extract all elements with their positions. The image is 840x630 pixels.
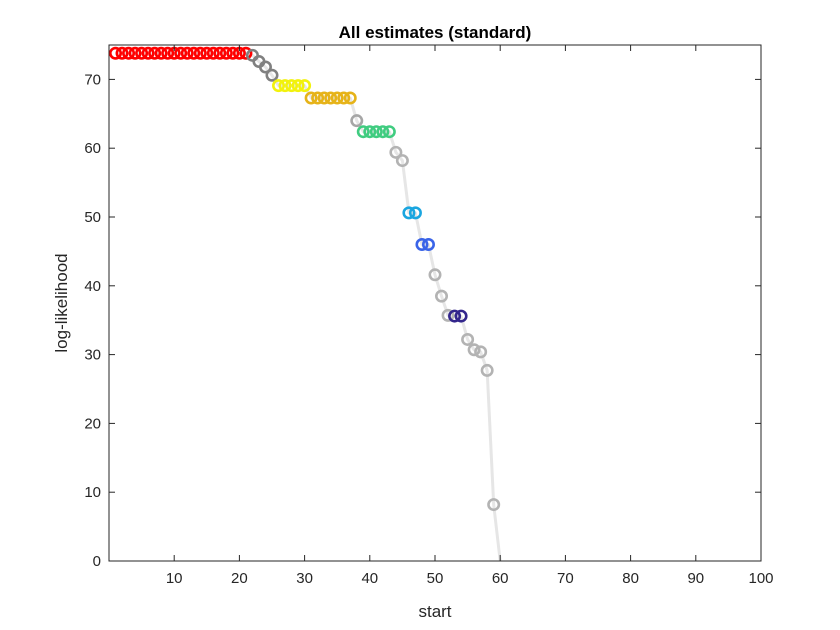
data-point	[258, 60, 272, 74]
data-point	[265, 68, 279, 82]
x-tick-label: 90	[687, 570, 704, 587]
data-point	[128, 46, 142, 60]
data-point	[226, 46, 240, 60]
data-point	[337, 91, 351, 105]
data-point	[272, 79, 286, 93]
x-tick-label: 40	[361, 570, 378, 587]
data-point	[317, 91, 331, 105]
x-tick-label: 30	[296, 570, 313, 587]
y-tick-label: 10	[84, 484, 101, 501]
y-tick-label: 40	[84, 278, 101, 295]
data-point	[461, 332, 475, 346]
data-point	[382, 125, 396, 139]
data-point	[480, 363, 494, 377]
data-point	[395, 154, 409, 168]
data-point	[298, 79, 312, 93]
data-point	[239, 46, 253, 60]
data-point	[454, 309, 468, 323]
data-point	[200, 46, 214, 60]
y-axis-label: log-likelihood	[52, 253, 71, 352]
data-point	[291, 79, 305, 93]
data-point	[363, 125, 377, 139]
y-tick-label: 20	[84, 415, 101, 432]
y-tick-label: 60	[84, 140, 101, 157]
data-point	[343, 91, 357, 105]
data-point	[467, 343, 481, 357]
data-point	[141, 46, 155, 60]
data-point	[421, 238, 435, 252]
x-tick-label: 70	[557, 570, 574, 587]
data-point	[148, 46, 162, 60]
data-point	[389, 145, 403, 159]
data-point	[122, 46, 136, 60]
data-point	[356, 125, 370, 139]
y-tick-label: 30	[84, 347, 101, 364]
data-point	[311, 91, 325, 105]
data-point	[487, 498, 501, 512]
data-point	[278, 79, 292, 93]
data-point	[180, 46, 194, 60]
data-point	[330, 91, 344, 105]
data-point	[350, 114, 364, 128]
data-point	[285, 79, 299, 93]
data-point	[415, 238, 429, 252]
data-point	[448, 309, 462, 323]
data-point	[193, 46, 207, 60]
chart-title: All estimates (standard)	[339, 23, 532, 42]
data-point	[435, 289, 449, 303]
y-tick-label: 0	[93, 553, 101, 570]
y-tick-label: 70	[84, 71, 101, 88]
data-point	[408, 206, 422, 220]
x-tick-label: 100	[748, 570, 773, 587]
x-tick-label: 50	[427, 570, 444, 587]
data-point	[219, 46, 233, 60]
data-point	[441, 308, 455, 322]
x-tick-label: 20	[231, 570, 248, 587]
x-axis-label: start	[418, 602, 451, 621]
data-point	[154, 46, 168, 60]
ticks: 10 20 30 40 50 60 70 80 90 100 0 10 20 30 40 50 60 70	[84, 45, 774, 587]
data-point	[161, 46, 175, 60]
estimate-line	[115, 51, 502, 562]
data-point	[187, 46, 201, 60]
data-point	[369, 125, 383, 139]
x-tick-label: 10	[166, 570, 183, 587]
data-point	[376, 125, 390, 139]
plot-area	[109, 45, 761, 561]
data-point	[402, 206, 416, 220]
data-point	[304, 91, 318, 105]
data-point	[428, 268, 442, 282]
x-tick-label: 80	[622, 570, 639, 587]
data-point	[174, 46, 188, 60]
chart-marks	[109, 46, 502, 562]
data-point	[206, 46, 220, 60]
data-point	[324, 91, 338, 105]
y-tick-label: 50	[84, 209, 101, 226]
data-point	[109, 46, 123, 60]
data-point	[474, 345, 488, 359]
data-point	[135, 46, 149, 60]
data-point	[213, 46, 227, 60]
x-tick-label: 60	[492, 570, 509, 587]
data-point	[115, 46, 129, 60]
